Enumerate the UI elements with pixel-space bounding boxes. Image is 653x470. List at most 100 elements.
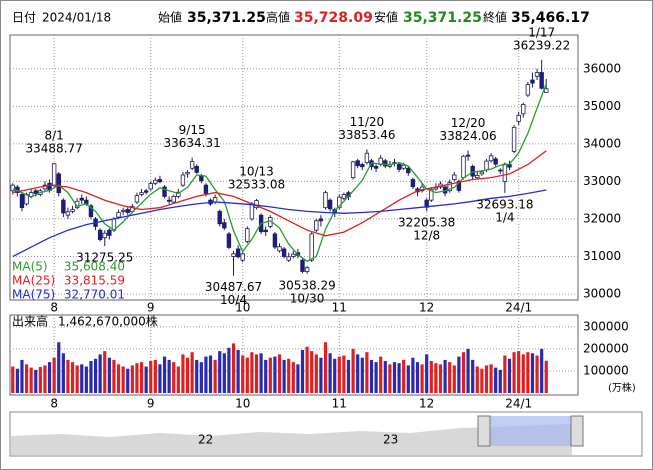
candle-body (139, 192, 144, 195)
candle-body (272, 233, 278, 248)
volume-bar (443, 359, 447, 393)
volume-bar (227, 347, 231, 393)
candle-body (410, 179, 416, 188)
candle-body (235, 248, 241, 258)
x-tick-label: 8 (50, 397, 58, 411)
volume-bar (328, 353, 332, 393)
volume-bar (498, 369, 502, 393)
volume-bar (158, 364, 162, 393)
volume-bar (254, 354, 259, 393)
volume-bar (89, 361, 93, 393)
annotation-value: 33853.46 (338, 128, 395, 142)
volume-bar (333, 358, 337, 393)
candle-body (125, 209, 130, 213)
volume-bar (204, 356, 208, 393)
candle-body (102, 232, 107, 239)
volume-bar (540, 348, 544, 393)
volume-bar (300, 349, 305, 393)
y-tick-label: 34000 (583, 136, 621, 150)
volume-bar (218, 351, 222, 393)
volume-bar (356, 354, 360, 393)
volume-bar (507, 358, 512, 393)
volume-bar (282, 359, 286, 393)
candle-body (401, 164, 406, 169)
candle-body (88, 205, 94, 218)
volume-bar (452, 365, 456, 393)
volume-bar (153, 359, 157, 393)
volume-bar (245, 357, 249, 393)
volume-bar (167, 359, 171, 393)
candle-body (157, 179, 163, 183)
volume-bar (521, 354, 525, 393)
volume-bar (342, 355, 346, 393)
volume-bar (264, 359, 268, 393)
volume-bar (406, 365, 410, 393)
candle-body (148, 183, 153, 190)
candle-body (484, 160, 489, 171)
volume-bar (195, 359, 199, 393)
candle-body (406, 167, 411, 174)
legend-label: MA(5) (12, 260, 48, 274)
navigator-selection[interactable] (484, 416, 576, 446)
candle-body (309, 233, 314, 261)
candle-body (383, 160, 388, 167)
volume-bar (310, 351, 314, 393)
x-tick-label: 11 (332, 397, 347, 411)
volume-bar (346, 359, 351, 393)
header-label: 安値 (374, 10, 398, 25)
volume-bar (121, 366, 125, 393)
candle-body (245, 228, 250, 242)
candle-body (33, 190, 38, 194)
candle-body (539, 72, 544, 89)
x-tick-label: 24/1 (505, 301, 532, 315)
candle-body (341, 194, 347, 199)
volume-bar (517, 351, 521, 393)
header-value: 35,371.25 (187, 10, 266, 26)
header-label: 始値 (158, 10, 182, 25)
volume-bar (494, 367, 498, 393)
annotation-value: 32205.38 (398, 216, 455, 230)
candle-body (327, 199, 333, 210)
candle-body (180, 174, 186, 186)
navigator-handle[interactable] (477, 415, 491, 447)
candle-body (10, 184, 15, 192)
candle-body (465, 154, 471, 157)
volume-bar (172, 362, 176, 393)
volume-bar (84, 366, 88, 393)
volume-bar (24, 364, 29, 393)
candle-body (116, 212, 121, 218)
volume-bar (461, 352, 466, 393)
x-tick-label: 24/1 (505, 397, 532, 411)
volume-bar (434, 363, 438, 393)
volume-bar (66, 359, 70, 393)
volume-bar (480, 368, 484, 393)
candle-body (61, 199, 66, 214)
x-tick-label: 10 (235, 397, 250, 411)
y-tick-label: 300000 (583, 319, 629, 333)
navigator-handle[interactable] (570, 415, 584, 447)
candle-body (222, 222, 227, 229)
candle-body (240, 253, 245, 261)
candle-body (521, 104, 526, 115)
legend-label: MA(25) (12, 274, 55, 288)
volume-bar (305, 346, 309, 393)
ma-line (12, 83, 547, 263)
candle-body (162, 186, 167, 197)
legend-value: 32,770.01 (64, 288, 125, 302)
volume-bar (98, 354, 102, 393)
volume-bar (475, 366, 479, 393)
candle-body (226, 233, 232, 248)
volume-bar (11, 366, 15, 393)
volume-bar (489, 364, 493, 393)
candle-body (516, 114, 521, 122)
annotation-value: 32533.08 (228, 177, 285, 191)
volume-bar (526, 352, 530, 393)
candle-body (488, 155, 494, 162)
volume-bar (222, 353, 226, 393)
x-tick-label: 11 (332, 301, 347, 315)
candle-body (120, 209, 126, 212)
annotation-date: 1/17 (528, 25, 555, 39)
candle-body (231, 253, 236, 257)
volume-bar (420, 364, 424, 393)
volume-bar (457, 356, 461, 393)
